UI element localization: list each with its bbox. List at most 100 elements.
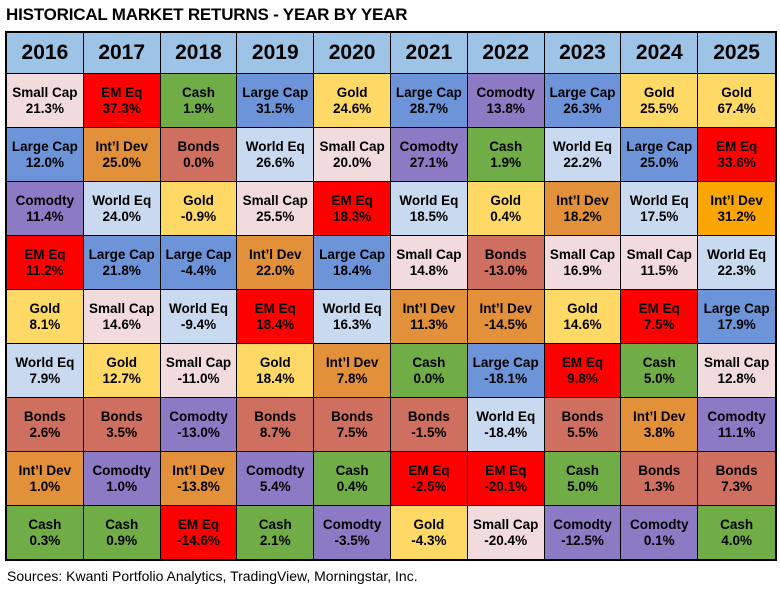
asset-label: Cash	[28, 516, 62, 532]
asset-cell: Cash 0.4%	[314, 452, 391, 506]
asset-cell: Bonds 8.7%	[237, 398, 315, 452]
asset-label: Gold	[413, 516, 445, 532]
asset-label: World Eq	[552, 138, 612, 154]
asset-label: Gold	[29, 300, 61, 316]
asset-value: 0.9%	[106, 533, 138, 548]
asset-label: EM Eq	[177, 516, 220, 532]
asset-cell: World Eq 16.3%	[314, 290, 391, 344]
asset-label: Int’l Dev	[479, 300, 532, 316]
asset-label: Int’l Dev	[402, 300, 456, 316]
asset-cell: World Eq -9.4%	[160, 290, 238, 344]
asset-value: 37.3%	[102, 101, 141, 116]
asset-value: 22.2%	[563, 155, 602, 170]
asset-cell: Gold 18.4%	[237, 344, 315, 398]
asset-label: Cash	[181, 84, 215, 100]
asset-cell: Gold 14.6%	[544, 290, 622, 344]
asset-cell: Cash 4.0%	[698, 506, 775, 559]
asset-cell: Small Cap -11.0%	[160, 344, 238, 398]
asset-cell: Gold 24.6%	[314, 74, 391, 128]
asset-label: Int’l Dev	[556, 192, 609, 208]
asset-cell: Cash 5.0%	[544, 452, 622, 506]
asset-value: 11.1%	[717, 425, 756, 440]
asset-value: 26.3%	[563, 101, 602, 116]
asset-value: 8.1%	[29, 317, 61, 332]
asset-label: Cash	[105, 516, 139, 532]
asset-value: 25.0%	[640, 155, 679, 170]
asset-label: Gold	[106, 354, 138, 370]
asset-value: 1.9%	[183, 101, 214, 116]
asset-cell: Comodty 0.1%	[621, 506, 699, 559]
asset-cell: EM Eq -14.6%	[160, 506, 238, 559]
asset-value: 16.3%	[332, 317, 372, 332]
asset-value: 18.4%	[256, 371, 295, 386]
asset-label: Small Cap	[165, 354, 232, 370]
asset-cell: Comodty 11.4%	[7, 182, 84, 236]
asset-cell: Comodty 5.4%	[237, 452, 315, 506]
asset-label: EM Eq	[408, 462, 450, 478]
asset-cell: Bonds 2.6%	[7, 398, 84, 452]
asset-value: 0.1%	[643, 533, 675, 548]
asset-label: Bonds	[407, 408, 450, 424]
asset-value: 7.9%	[29, 371, 61, 386]
asset-label: Cash	[335, 462, 369, 478]
asset-label: Comodty	[476, 84, 535, 100]
asset-label: Comodty	[322, 516, 382, 532]
asset-cell: Cash 1.9%	[467, 128, 545, 182]
asset-cell: Int’l Dev 22.0%	[237, 236, 315, 290]
asset-value: 13.8%	[486, 101, 525, 116]
asset-label: EM Eq	[254, 300, 296, 316]
asset-value: 7.8%	[336, 371, 368, 386]
asset-value: 1.0%	[106, 479, 138, 494]
asset-cell: EM Eq 7.5%	[621, 290, 699, 344]
asset-value: 11.3%	[410, 317, 448, 332]
asset-cell: Bonds 3.5%	[83, 398, 161, 452]
asset-value: 24.6%	[332, 101, 372, 116]
asset-label: Bonds	[484, 246, 527, 262]
asset-label: Cash	[642, 354, 676, 370]
asset-cell: Comodty 1.0%	[83, 452, 161, 506]
asset-value: 18.4%	[256, 317, 295, 332]
asset-value: 2.6%	[29, 425, 61, 440]
asset-label: Cash	[720, 516, 754, 532]
asset-cell: Small Cap 14.6%	[83, 290, 161, 344]
asset-cell: Gold -0.9%	[160, 182, 238, 236]
asset-label: EM Eq	[24, 246, 66, 262]
asset-cell: Int’l Dev 31.2%	[698, 182, 775, 236]
asset-cell: Int’l Dev 1.0%	[7, 452, 84, 506]
asset-value: 1.3%	[643, 479, 675, 494]
asset-cell: Bonds -1.5%	[391, 398, 468, 452]
asset-value: 3.5%	[106, 425, 138, 440]
asset-value: 24.0%	[102, 209, 141, 224]
asset-label: Int’l Dev	[95, 138, 148, 154]
asset-cell: Large Cap 17.9%	[698, 290, 775, 344]
asset-value: 12.0%	[25, 155, 65, 170]
asset-cell: Comodty 13.8%	[467, 74, 545, 128]
asset-label: Int’l Dev	[18, 462, 72, 478]
asset-value: 67.4%	[717, 101, 756, 116]
asset-label: World Eq	[245, 138, 305, 154]
asset-label: Gold	[643, 84, 675, 100]
asset-label: EM Eq	[638, 300, 680, 316]
asset-cell: Int’l Dev 25.0%	[83, 128, 161, 182]
asset-value: 14.6%	[563, 317, 602, 332]
asset-cell: Gold 8.1%	[7, 290, 84, 344]
asset-cell: Small Cap 12.8%	[698, 344, 775, 398]
asset-label: EM Eq	[485, 462, 527, 478]
asset-value: 16.9%	[563, 263, 602, 278]
asset-label: Bonds	[254, 408, 297, 424]
asset-value: -3.5%	[334, 533, 370, 548]
asset-label: Int’l Dev	[633, 408, 686, 424]
asset-label: Large Cap	[88, 246, 155, 262]
asset-value: -4.4%	[180, 263, 217, 278]
asset-cell: Gold 0.4%	[467, 182, 545, 236]
asset-cell: Large Cap -18.1%	[467, 344, 545, 398]
asset-cell: Small Cap 25.5%	[237, 182, 315, 236]
asset-label: Gold	[336, 84, 368, 100]
asset-value: -1.5%	[411, 425, 447, 440]
asset-label: Large Cap	[626, 138, 693, 154]
asset-cell: Int’l Dev 11.3%	[391, 290, 468, 344]
asset-cell: Gold 67.4%	[698, 74, 775, 128]
asset-cell: World Eq 24.0%	[83, 182, 161, 236]
asset-label: World Eq	[629, 192, 689, 208]
page-title: HISTORICAL MARKET RETURNS - YEAR BY YEAR	[6, 5, 408, 24]
